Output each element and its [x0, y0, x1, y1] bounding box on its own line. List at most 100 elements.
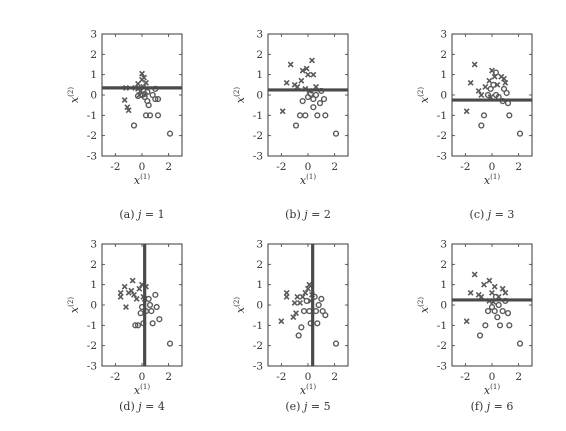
data-point-circle — [494, 314, 501, 321]
caption-prefix: (d) — [119, 400, 138, 413]
x-tick-label: -2 — [460, 161, 470, 173]
x-tick-label: 2 — [331, 371, 338, 383]
y-tick-label: 0 — [90, 300, 97, 312]
y-tick-label: 3 — [256, 29, 263, 41]
panel-caption: (d) j = 4 — [119, 400, 165, 413]
data-point-circle — [144, 88, 151, 96]
y-tick-label: -1 — [437, 110, 447, 122]
x-tick-label: -2 — [110, 161, 120, 173]
data-point-circle — [484, 308, 492, 315]
x-tick-label: 0 — [489, 161, 496, 173]
data-point-cross — [279, 108, 286, 115]
data-point-circle — [332, 130, 340, 137]
data-point-circle — [298, 324, 305, 331]
panel-caption: (a) j = 1 — [119, 208, 164, 221]
data-point-cross — [291, 300, 298, 306]
data-point-circle — [516, 340, 524, 347]
x-axis-label-main: x — [300, 384, 307, 397]
data-point-circle — [476, 332, 484, 339]
x-axis-label-sup: (1) — [306, 383, 316, 391]
data-point-circle — [319, 308, 326, 315]
data-point-cross — [294, 293, 301, 300]
data-point-circle — [130, 122, 138, 129]
data-point-cross — [283, 293, 290, 300]
data-point-circle — [137, 310, 144, 317]
caption-prefix: (e) — [285, 400, 304, 413]
data-point-circle — [312, 91, 320, 99]
x-tick-label: 0 — [489, 371, 496, 383]
data-point-circle — [300, 308, 308, 315]
caption-value: = 3 — [491, 208, 514, 221]
y-axis-label: x(2) — [67, 297, 81, 313]
x-tick-label: 0 — [139, 371, 146, 383]
data-point-cross — [297, 300, 303, 306]
caption-prefix: (c) — [470, 208, 488, 221]
y-tick-label: 2 — [256, 49, 263, 61]
y-tick-label: -2 — [253, 130, 263, 142]
data-point-cross — [135, 80, 141, 87]
y-axis-label-main: x — [418, 96, 431, 103]
data-point-cross — [475, 87, 482, 94]
x-axis-label: x(1) — [300, 383, 316, 397]
data-point-cross — [305, 285, 311, 292]
data-point-cross — [482, 83, 489, 90]
data-point-cross — [502, 79, 509, 86]
y-axis-label-main: x — [234, 96, 247, 103]
data-point-circle — [322, 312, 329, 319]
caption-value: = 2 — [308, 208, 331, 221]
data-point-cross — [302, 289, 309, 296]
data-point-cross — [290, 314, 297, 321]
caption-prefix: (a) — [119, 208, 138, 221]
data-point-circle — [480, 112, 488, 119]
x-tick-label: 2 — [165, 161, 172, 173]
caption-variable: j — [301, 208, 308, 221]
y-tick-label: -3 — [87, 151, 97, 163]
x-axis-label-main: x — [300, 174, 307, 187]
x-tick-label: 0 — [305, 161, 312, 173]
y-axis-label-sup: (2) — [67, 297, 75, 307]
data-point-circle — [145, 102, 152, 109]
y-tick-label: 2 — [440, 49, 447, 61]
data-point-circle — [482, 322, 489, 329]
data-point-circle — [132, 322, 139, 329]
x-axis-label: x(1) — [134, 173, 150, 187]
y-tick-label: 0 — [440, 300, 447, 312]
data-point-cross — [309, 57, 315, 64]
data-point-circle — [318, 295, 325, 303]
data-point-cross — [139, 70, 145, 77]
data-point-circle — [141, 93, 148, 101]
data-point-cross — [287, 61, 294, 68]
y-tick-label: 1 — [256, 279, 263, 291]
y-axis-label-sup: (2) — [67, 87, 75, 97]
data-point-circle — [146, 301, 154, 309]
data-point-circle — [302, 112, 309, 119]
x-tick-label: 2 — [165, 371, 172, 383]
data-point-cross — [128, 287, 135, 294]
x-axis-label-main: x — [134, 174, 141, 187]
data-point-circle — [303, 297, 310, 305]
data-point-cross — [463, 318, 470, 325]
y-axis-label-main: x — [68, 96, 81, 103]
data-point-circle — [152, 95, 159, 103]
data-point-circle — [156, 316, 163, 323]
data-point-cross — [278, 318, 285, 325]
y-tick-label: 1 — [440, 69, 447, 81]
data-point-circle — [315, 301, 322, 309]
y-tick-label: -3 — [253, 361, 263, 373]
data-point-circle — [149, 91, 156, 99]
y-tick-label: -1 — [253, 110, 263, 122]
data-point-cross — [499, 285, 506, 292]
data-point-circle — [316, 100, 324, 107]
data-point-circle — [146, 112, 154, 119]
y-tick-label: -3 — [87, 361, 97, 373]
data-point-circle — [487, 85, 494, 93]
data-point-circle — [499, 308, 506, 315]
y-tick-label: 1 — [440, 279, 447, 291]
data-point-cross — [467, 79, 474, 86]
y-tick-label: 3 — [440, 29, 447, 41]
data-point-circle — [506, 112, 513, 119]
